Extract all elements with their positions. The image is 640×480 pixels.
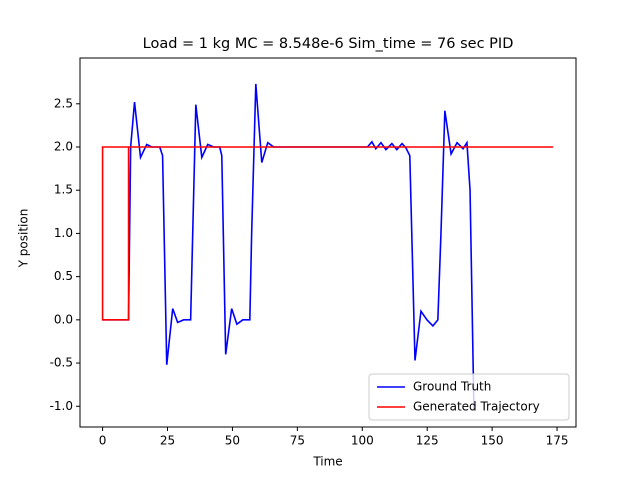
y-tick-label: 2.5	[54, 96, 73, 110]
y-tick-label: 2.0	[54, 140, 73, 154]
legend-box	[368, 373, 570, 421]
x-tick-label: 150	[481, 434, 504, 448]
y-tick-label: 1.0	[54, 226, 73, 240]
x-tick-label: 25	[160, 434, 175, 448]
y-tick-label: 0.0	[54, 312, 73, 326]
plot-frame	[79, 57, 577, 428]
y-axis-label: Y position	[17, 209, 31, 269]
x-tick-label: 100	[351, 434, 374, 448]
x-tick-label: 0	[99, 434, 107, 448]
y-tick-label: -1.0	[50, 399, 73, 413]
x-tick-label: 75	[290, 434, 305, 448]
data-line	[101, 146, 554, 321]
x-tick-label: 175	[546, 434, 569, 448]
x-tick-label: 125	[416, 434, 439, 448]
legend-label: Ground Truth	[413, 380, 491, 394]
legend-label: Generated Trajectory	[413, 400, 540, 414]
x-axis-label: Time	[312, 455, 342, 469]
data-line	[102, 83, 475, 411]
y-tick-label: 0.5	[54, 269, 73, 283]
y-tick-label: -0.5	[50, 356, 73, 370]
x-tick-label: 50	[225, 434, 240, 448]
chart-title: Load = 1 kg MC = 8.548e-6 Sim_time = 76 …	[143, 36, 514, 52]
y-tick-label: 1.5	[54, 183, 73, 197]
